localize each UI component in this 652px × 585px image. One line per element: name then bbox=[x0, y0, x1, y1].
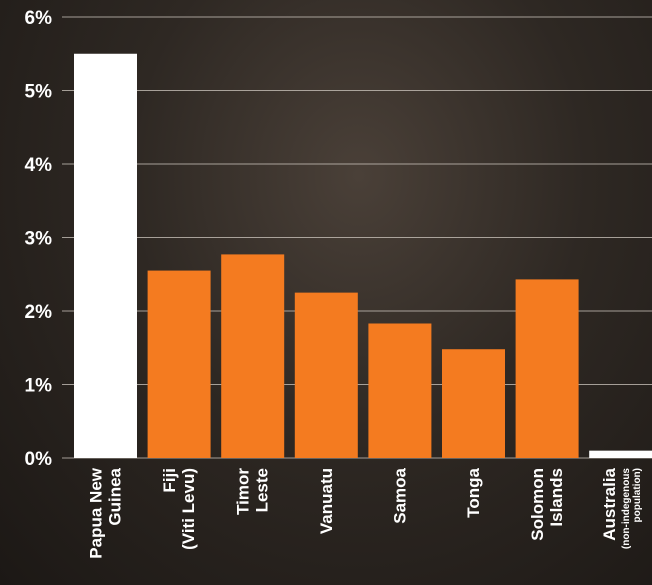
y-axis-ticks: 0% 1% 2% 3% 4% 5% 6% bbox=[25, 8, 53, 470]
y-tick-label: 2% bbox=[25, 302, 53, 323]
y-tick-label: 1% bbox=[25, 376, 53, 397]
x-tick-label: (Viti Levu) bbox=[179, 468, 198, 550]
x-tick-label: Islands bbox=[547, 468, 566, 527]
x-tick-sublabel: (non-indegenous bbox=[621, 468, 632, 550]
x-tick-label: Solomon bbox=[528, 468, 547, 541]
bar bbox=[74, 53, 137, 458]
x-tick-label: Guinea bbox=[106, 467, 125, 525]
bar bbox=[442, 349, 505, 458]
bar bbox=[368, 323, 432, 458]
bar bbox=[221, 254, 285, 458]
x-tick-label: Samoa bbox=[390, 467, 409, 523]
x-category-label: Vanuatu bbox=[317, 468, 336, 534]
x-tick-label: Tonga bbox=[464, 467, 483, 517]
x-tick-label: Vanuatu bbox=[317, 468, 336, 534]
y-tick-label: 4% bbox=[25, 155, 53, 176]
x-category-label: Timor Leste bbox=[234, 468, 272, 515]
bar bbox=[589, 450, 652, 458]
x-category-label: Samoa bbox=[390, 467, 409, 523]
x-tick-label: Australia bbox=[600, 467, 619, 540]
x-tick-label: Papua New bbox=[87, 467, 106, 558]
x-tick-label: Timor bbox=[234, 468, 253, 515]
y-tick-label: 6% bbox=[25, 8, 53, 29]
x-category-label: Papua New Guinea bbox=[87, 467, 125, 558]
x-category-label: Australia (non-indegenous population) bbox=[600, 467, 643, 549]
x-axis-labels: Papua New Guinea Fiji (Viti Levu) Timor Leste… bbox=[87, 467, 644, 558]
x-tick-label: Leste bbox=[253, 468, 272, 512]
x-tick-label: Fiji bbox=[160, 468, 179, 493]
x-category-label: Fiji (Viti Levu) bbox=[160, 468, 198, 550]
x-category-label: Solomon Islands bbox=[528, 468, 566, 541]
y-tick-label: 0% bbox=[25, 449, 53, 470]
bar bbox=[515, 279, 579, 458]
x-tick-sublabel: population) bbox=[632, 468, 643, 522]
x-category-label: Tonga bbox=[464, 467, 483, 517]
y-tick-label: 3% bbox=[25, 229, 53, 250]
y-tick-label: 5% bbox=[25, 82, 53, 103]
bars bbox=[74, 53, 652, 458]
bar bbox=[147, 270, 211, 458]
bar bbox=[294, 292, 358, 458]
